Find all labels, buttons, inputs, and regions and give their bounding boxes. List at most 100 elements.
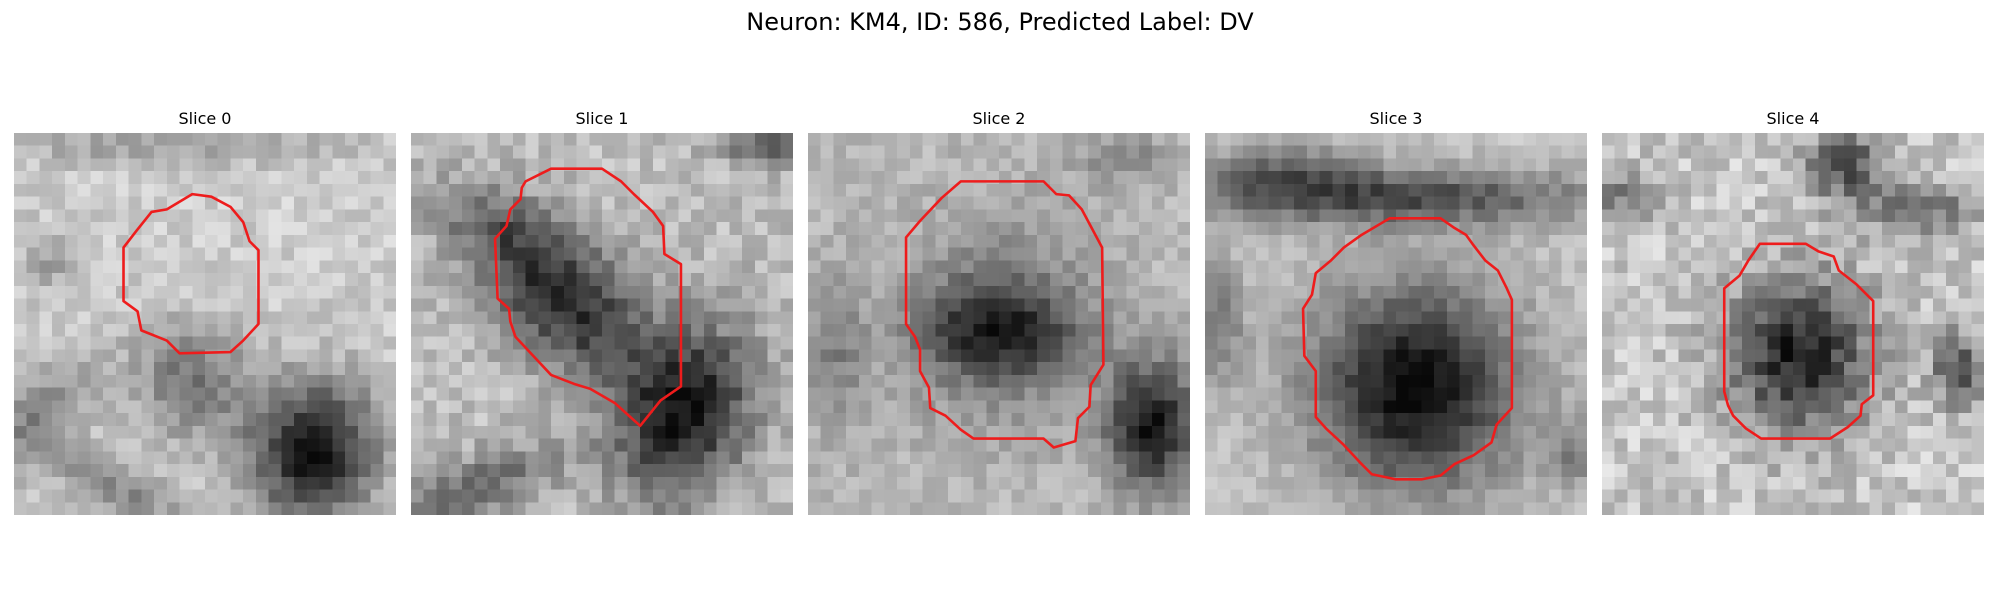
- image-pixel: [1602, 260, 1616, 274]
- image-pixel: [678, 502, 692, 515]
- image-pixel: [1831, 171, 1845, 185]
- image-pixel: [103, 171, 117, 185]
- image-pixel: [436, 260, 450, 274]
- image-pixel: [179, 260, 193, 274]
- image-pixel: [512, 464, 526, 478]
- image-pixel: [1100, 145, 1114, 159]
- image-pixel: [922, 425, 936, 439]
- image-pixel: [691, 183, 705, 198]
- image-pixel: [512, 425, 526, 439]
- image-pixel: [1370, 374, 1384, 389]
- image-pixel: [487, 387, 501, 401]
- image-pixel: [141, 311, 155, 325]
- image-pixel: [640, 273, 654, 287]
- image-pixel: [319, 476, 333, 490]
- image-pixel: [1370, 489, 1384, 503]
- image-pixel: [1627, 349, 1641, 363]
- image-pixel: [1126, 438, 1140, 452]
- image-pixel: [1614, 387, 1628, 401]
- image-pixel: [1602, 222, 1616, 236]
- image-pixel: [512, 374, 526, 389]
- image-pixel: [1510, 336, 1524, 350]
- image-pixel: [217, 298, 231, 312]
- image-pixel: [627, 209, 641, 223]
- image-pixel: [1933, 425, 1947, 439]
- image-pixel: [948, 400, 962, 414]
- image-pixel: [26, 489, 40, 503]
- image-pixel: [1485, 336, 1499, 350]
- image-pixel: [602, 158, 616, 172]
- image-pixel: [1536, 183, 1550, 198]
- image-pixel: [1678, 400, 1692, 414]
- image-pixel: [742, 311, 756, 325]
- image-pixel: [1933, 247, 1947, 261]
- image-pixel: [487, 171, 501, 185]
- image-pixel: [820, 374, 834, 389]
- image-pixel: [1767, 362, 1781, 376]
- image-pixel: [1678, 311, 1692, 325]
- image-pixel: [589, 476, 603, 490]
- image-pixel: [716, 374, 730, 389]
- image-pixel: [640, 145, 654, 159]
- image-pixel: [1485, 413, 1499, 427]
- image-pixel: [1139, 349, 1153, 363]
- image-pixel: [808, 438, 822, 452]
- image-pixel: [461, 464, 476, 478]
- image-pixel: [411, 502, 425, 515]
- image-pixel: [192, 247, 206, 261]
- image-pixel: [26, 196, 40, 210]
- image-pixel: [192, 336, 206, 350]
- image-pixel: [909, 451, 923, 465]
- image-pixel: [1971, 260, 1984, 274]
- image-pixel: [1640, 285, 1654, 299]
- image-pixel: [14, 171, 28, 185]
- image-pixel: [1856, 247, 1870, 261]
- image-pixel: [461, 298, 476, 312]
- image-pixel: [243, 273, 257, 287]
- image-pixel: [487, 413, 501, 427]
- image-pixel: [525, 438, 539, 452]
- image-pixel: [1767, 311, 1781, 325]
- image-pixel: [449, 400, 463, 414]
- image-pixel: [538, 476, 552, 490]
- image-pixel: [960, 476, 974, 490]
- image-pixel: [1037, 222, 1051, 236]
- image-pixel: [77, 298, 91, 312]
- image-pixel: [563, 183, 577, 198]
- image-pixel: [1958, 489, 1972, 503]
- image-pixel: [281, 476, 295, 490]
- image-pixel: [1075, 349, 1089, 363]
- image-pixel: [640, 209, 654, 223]
- image-pixel: [1485, 374, 1499, 389]
- image-pixel: [1011, 133, 1025, 147]
- image-pixel: [1255, 374, 1270, 389]
- image-pixel: [1062, 489, 1076, 503]
- image-pixel: [1920, 171, 1934, 185]
- image-pixel: [487, 247, 501, 261]
- image-pixel: [39, 374, 53, 389]
- image-pixel: [166, 324, 180, 338]
- image-pixel: [703, 349, 717, 363]
- image-pixel: [1933, 362, 1947, 376]
- image-pixel: [1523, 133, 1537, 147]
- image-pixel: [1217, 171, 1231, 185]
- image-pixel: [1230, 425, 1244, 439]
- image-pixel: [1971, 234, 1984, 248]
- image-pixel: [1434, 234, 1448, 248]
- image-pixel: [1510, 145, 1524, 159]
- image-pixel: [383, 171, 396, 185]
- image-pixel: [1472, 183, 1486, 198]
- image-pixel: [602, 489, 616, 503]
- image-pixel: [1049, 387, 1064, 401]
- image-pixel: [742, 476, 756, 490]
- image-pixel: [1907, 438, 1921, 452]
- image-pixel: [1281, 285, 1295, 299]
- image-pixel: [1024, 273, 1038, 287]
- image-pixel: [1640, 145, 1654, 159]
- image-pixel: [1062, 298, 1076, 312]
- image-pixel: [935, 133, 949, 147]
- image-pixel: [1485, 362, 1499, 376]
- image-pixel: [909, 260, 923, 274]
- image-pixel: [319, 234, 333, 248]
- image-pixel: [370, 438, 384, 452]
